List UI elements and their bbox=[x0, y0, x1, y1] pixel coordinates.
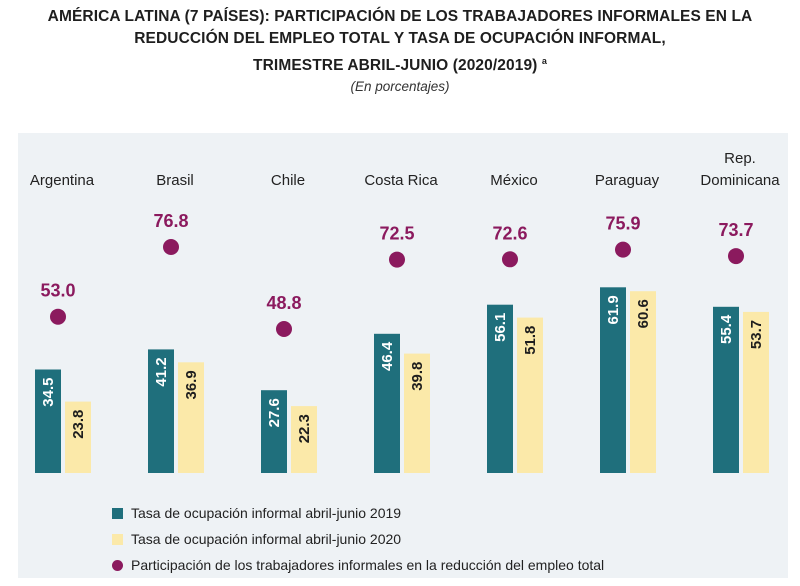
category-label: Paraguay bbox=[595, 172, 660, 189]
participation-dot bbox=[502, 251, 518, 268]
bar-2019 bbox=[713, 306, 739, 473]
bar-2019-label: 41.2 bbox=[153, 357, 170, 386]
bar-2019-label: 46.4 bbox=[379, 341, 396, 371]
chart-panel: Argentina 34.5 23.8 53.0 Brasil 41.2 36.9 76.8 C… bbox=[18, 133, 788, 578]
bar-2020-label: 51.8 bbox=[522, 326, 539, 355]
participation-dot bbox=[50, 308, 66, 325]
bar-2020 bbox=[630, 291, 656, 473]
participation-label: 48.8 bbox=[266, 293, 301, 313]
bar-2020-label: 53.7 bbox=[748, 320, 765, 349]
participation-label: 75.9 bbox=[605, 214, 640, 234]
bar-2020-label: 60.6 bbox=[635, 299, 652, 328]
participation-dot bbox=[163, 239, 179, 255]
bar-2020 bbox=[291, 406, 317, 473]
participation-dot bbox=[276, 321, 292, 337]
bar-2020 bbox=[743, 311, 769, 473]
category-label: Brasil bbox=[156, 172, 194, 189]
bar-2019 bbox=[35, 369, 61, 473]
bar-2019-label: 61.9 bbox=[605, 295, 622, 324]
bar-2019 bbox=[374, 333, 400, 473]
legend: Tasa de ocupación informal abril-junio 2… bbox=[112, 500, 604, 578]
participation-dot bbox=[728, 248, 744, 265]
bar-2019 bbox=[148, 349, 174, 473]
bar-2019-label: 55.4 bbox=[718, 314, 735, 344]
bar-2019-label: 56.1 bbox=[492, 313, 509, 342]
bar-2019 bbox=[600, 287, 626, 473]
bar-2019-label: 27.6 bbox=[266, 398, 283, 427]
category-label: Costa Rica bbox=[364, 172, 438, 189]
participation-label: 76.8 bbox=[153, 211, 188, 231]
bar-2020-label: 23.8 bbox=[70, 410, 87, 439]
legend-swatch-2019 bbox=[112, 507, 123, 519]
bar-2020 bbox=[178, 362, 204, 473]
category-label: Chile bbox=[271, 172, 305, 189]
title-line-3-text: TRIMESTRE ABRIL-JUNIO (2020/2019) bbox=[253, 57, 538, 75]
title-line-1: AMÉRICA LATINA (7 PAÍSES): PARTICIPACIÓN… bbox=[47, 8, 753, 25]
title-footnote-mark: a bbox=[541, 56, 547, 66]
bar-2020-label: 22.3 bbox=[296, 414, 313, 443]
bar-2020-label: 36.9 bbox=[183, 370, 200, 399]
bar-2020 bbox=[404, 353, 430, 473]
legend-label-2019: Tasa de ocupación informal abril-junio 2… bbox=[131, 505, 402, 521]
category-label: Dominicana bbox=[700, 172, 780, 189]
legend-swatch-participation bbox=[112, 559, 123, 571]
participation-dot bbox=[389, 251, 405, 268]
bar-2020 bbox=[517, 317, 543, 473]
legend-item-2019: Tasa de ocupación informal abril-junio 2… bbox=[112, 500, 604, 526]
participation-label: 72.6 bbox=[492, 223, 527, 243]
legend-label-2020: Tasa de ocupación informal abril-junio 2… bbox=[131, 531, 402, 547]
participation-label: 53.0 bbox=[40, 281, 75, 301]
bar-2019-label: 34.5 bbox=[40, 378, 57, 407]
legend-item-participation: Participación de los trabajadores inform… bbox=[112, 552, 604, 578]
chart-title-block: AMÉRICA LATINA (7 PAÍSES): PARTICIPACIÓN… bbox=[0, 6, 800, 94]
bar-2019 bbox=[261, 390, 287, 473]
participation-dot bbox=[615, 241, 631, 258]
category-label: Argentina bbox=[30, 172, 95, 189]
category-label: México bbox=[490, 172, 538, 189]
chart-svg: Argentina 34.5 23.8 53.0 Brasil 41.2 36.9 76.8 C… bbox=[30, 150, 780, 473]
legend-item-2020: Tasa de ocupación informal abril-junio 2… bbox=[112, 526, 604, 552]
category-label: Rep. bbox=[724, 150, 756, 167]
bar-2020 bbox=[65, 401, 91, 473]
participation-label: 73.7 bbox=[718, 220, 753, 240]
participation-label: 72.5 bbox=[379, 224, 414, 244]
legend-swatch-2020 bbox=[112, 533, 123, 545]
title-line-3: TRIMESTRE ABRIL-JUNIO (2020/2019) a bbox=[0, 50, 800, 77]
chart-subtitle: (En porcentajes) bbox=[350, 79, 450, 95]
legend-label-participation: Participación de los trabajadores inform… bbox=[131, 557, 605, 573]
title-line-2: REDUCCIÓN DEL EMPLEO TOTAL Y TASA DE OCU… bbox=[134, 30, 666, 47]
bar-2020-label: 39.8 bbox=[409, 362, 426, 391]
bar-2019 bbox=[487, 304, 513, 473]
